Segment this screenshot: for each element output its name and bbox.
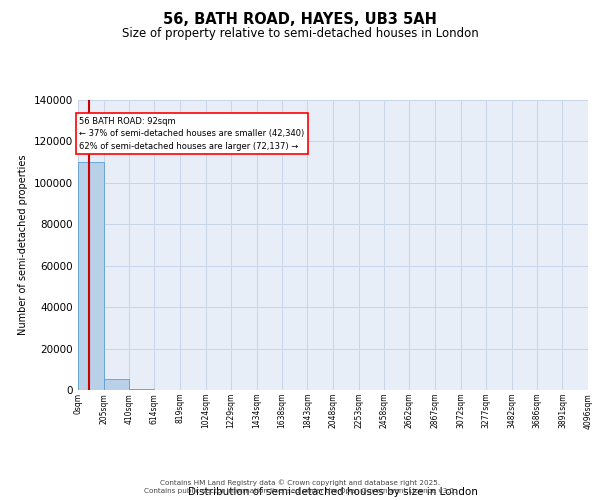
Bar [129,389,154,390]
Text: 56 BATH ROAD: 92sqm
← 37% of semi-detached houses are smaller (42,340)
62% of se: 56 BATH ROAD: 92sqm ← 37% of semi-detach… [79,116,304,150]
Text: Contains HM Land Registry data © Crown copyright and database right 2025.
Contai: Contains HM Land Registry data © Crown c… [144,479,456,494]
X-axis label: Distribution of semi-detached houses by size in London: Distribution of semi-detached houses by … [188,487,478,497]
Bar [78,162,104,390]
Bar [104,379,129,390]
Y-axis label: Number of semi-detached properties: Number of semi-detached properties [19,155,28,336]
Text: 56, BATH ROAD, HAYES, UB3 5AH: 56, BATH ROAD, HAYES, UB3 5AH [163,12,437,28]
Text: Size of property relative to semi-detached houses in London: Size of property relative to semi-detach… [122,28,478,40]
